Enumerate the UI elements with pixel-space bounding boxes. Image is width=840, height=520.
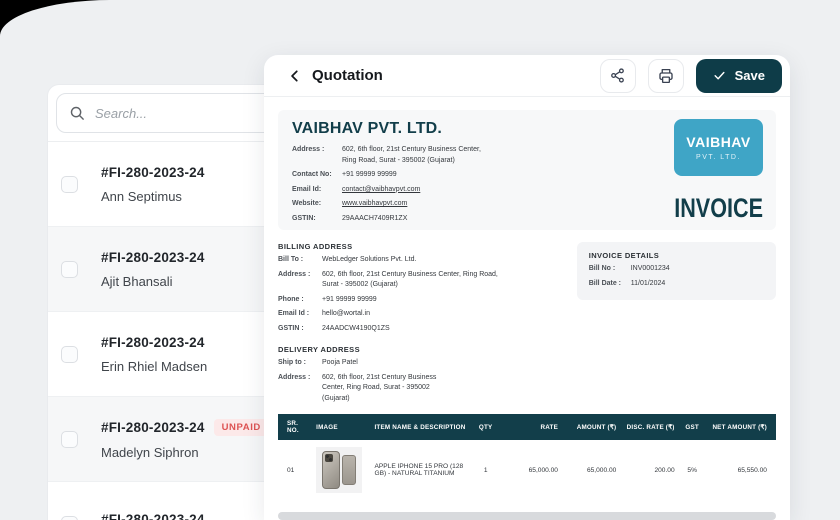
quotation-number: #FI-280-2023-24 [101,164,205,180]
billing-address-section: BILLING ADDRESS Bill To : WebLedger Solut… [278,242,577,334]
customer-name: Ann Septimus [101,188,182,204]
company-email-row: Email Id: contact@vaibhavpvt.com [292,185,762,196]
iphone-back-icon [322,451,341,489]
chevron-left-icon [291,69,298,82]
company-email-link[interactable]: contact@vaibhavpvt.com [342,185,421,193]
search-input[interactable] [95,105,285,121]
invoice-details-box: INVOICE DETAILS Bill No : INV0001234 Bill… [576,242,776,300]
list-item-quotation[interactable]: #FI-280-2023-24 Ann Septimus [48,142,306,227]
company-address-row: Address : 602, 6th floor, 21st Century B… [292,146,481,164]
search-box[interactable] [56,93,298,133]
item-name: APPLE IPHONE 15 PRO (128 GB) - NATURAL T… [374,463,464,477]
horizontal-scrollbar[interactable] [278,512,776,520]
list-item-quotation[interactable]: #FI-280-2023-24 Erin Rhiel Madsen [48,312,306,397]
delivery-address-section: DELIVERY ADDRESS Ship to : Pooja Patel Ad… [278,345,776,404]
print-button[interactable] [647,58,684,93]
customer-name: Ajit Bhansali [101,273,173,289]
check-icon [714,71,725,80]
quotation-list-panel: #FI-280-2023-24 Ann Septimus #FI-280-202… [47,84,307,520]
delivery-heading: DELIVERY ADDRESS [278,345,360,354]
items-table: SR. NO. IMAGE ITEM NAME & DESCRIPTION QT… [278,414,776,500]
items-table-header: SR. NO. IMAGE ITEM NAME & DESCRIPTION QT… [278,414,776,440]
customer-name: Erin Rhiel Madsen [101,358,208,374]
share-icon [611,68,624,83]
invoice-details-heading: INVOICE DETAILS [588,251,660,260]
search-bar-container [48,85,306,142]
company-website-link[interactable]: www.vaibhavpvt.com [342,200,408,207]
quotation-number: #FI-280-2023-24 [101,512,205,520]
row-checkbox[interactable] [61,260,78,278]
company-name: VAIBHAV PVT. LTD. [292,120,443,137]
quotation-number: #FI-280-2023-24 [101,249,205,265]
billing-heading: BILLING ADDRESS [278,242,353,251]
quotation-detail-panel: Quotation Save VAIBHAV PVT. LTD. Address… [264,55,790,520]
save-button[interactable]: Save [695,58,782,93]
list-item-quotation[interactable]: #FI-280-2023-24 UNPAID Madelyn Siphron [48,397,306,482]
search-icon [69,105,86,122]
document-type-title: INVOICE [674,193,763,223]
save-button-label: Save [734,68,765,83]
company-contact-row: Contact No: +91 99999 99999 [292,171,397,178]
page-title: Quotation [312,67,383,84]
company-website-row: Website: www.vaibhavpvt.com [292,199,762,210]
quotation-number: #FI-280-2023-24 [101,334,205,350]
company-header-card: VAIBHAV PVT. LTD. Address : 602, 6th flo… [278,110,776,230]
company-logo: VAIBHAV PVT. LTD. [674,119,763,176]
invoice-document: VAIBHAV PVT. LTD. Address : 602, 6th flo… [264,97,790,520]
iphone-front-icon [342,455,357,485]
detail-header: Quotation Save [264,55,790,97]
share-button[interactable] [599,58,636,93]
row-checkbox[interactable] [61,430,78,448]
product-image [316,447,363,493]
row-checkbox[interactable] [61,345,78,363]
printer-icon [658,68,673,83]
back-button[interactable] [288,69,302,83]
row-checkbox[interactable] [61,515,78,520]
customer-name: Madelyn Siphron [101,444,199,460]
unpaid-status-badge: UNPAID [213,418,269,436]
list-item-quotation[interactable]: #FI-280-2023-24 [48,482,306,520]
list-item-quotation[interactable]: #FI-280-2023-24 Ajit Bhansali [48,227,306,312]
row-checkbox[interactable] [61,175,78,193]
quotation-number: #FI-280-2023-24 UNPAID [101,418,269,436]
company-gstin-row: GSTIN: 29AAACH7409R1ZX [292,214,408,222]
table-row: 01 APPLE IPHONE 15 PRO (128 GB) - NATURA… [278,440,776,500]
